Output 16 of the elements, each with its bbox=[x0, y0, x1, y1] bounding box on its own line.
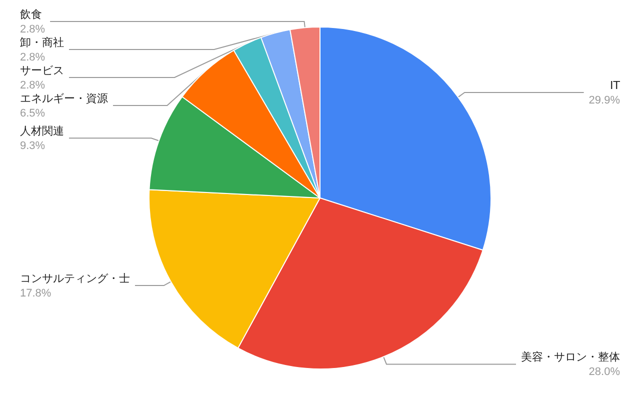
slice-label: 美容・サロン・整体 bbox=[521, 350, 620, 364]
slice-label: IT bbox=[610, 78, 620, 92]
slice-label: 卸・商社 bbox=[20, 36, 64, 49]
data-label: 28.0% bbox=[588, 366, 620, 378]
data-label: 9.3% bbox=[20, 140, 46, 152]
slice-label: エネルギー・資源 bbox=[20, 92, 108, 105]
slice-label: 人材関連 bbox=[20, 124, 64, 138]
data-label: 29.9% bbox=[588, 94, 620, 106]
data-label: 17.8% bbox=[20, 288, 52, 300]
slice-label: 飲食 bbox=[20, 8, 42, 21]
data-label: 2.8% bbox=[20, 80, 46, 92]
data-label: 2.8% bbox=[20, 52, 46, 64]
data-label: 6.5% bbox=[20, 108, 46, 120]
slice-label: コンサルティング・士 bbox=[20, 272, 130, 286]
data-label: 2.8% bbox=[20, 24, 46, 36]
slice-label: サービス bbox=[20, 64, 64, 77]
